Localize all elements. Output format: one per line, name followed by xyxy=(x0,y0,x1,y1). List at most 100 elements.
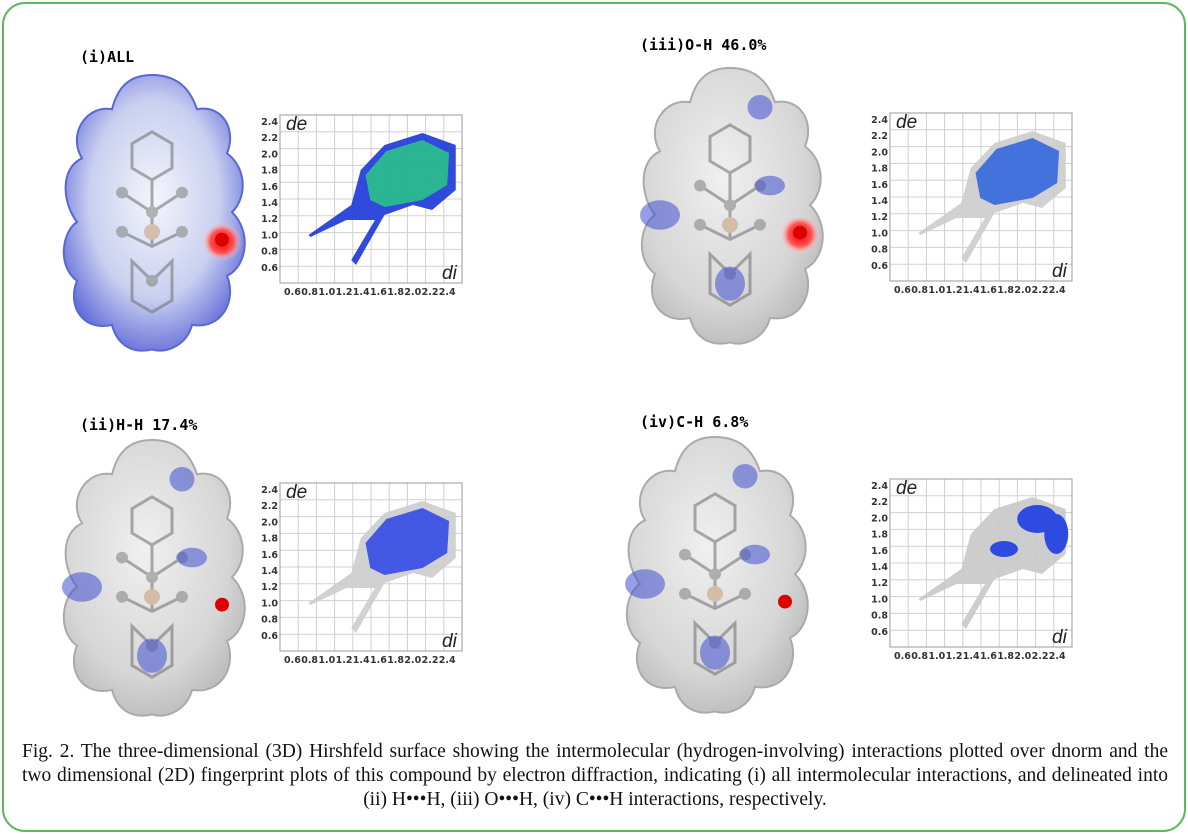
x-tick-label: 2.4 xyxy=(1049,285,1066,296)
atom xyxy=(754,219,766,231)
x-axis-label: di xyxy=(442,263,458,284)
water-o xyxy=(215,233,229,247)
y-tick-label: 2.0 xyxy=(871,147,888,158)
y-tick-label: 2.0 xyxy=(871,513,888,524)
panel-label: (i)ALL xyxy=(80,48,134,66)
x-tick-label: 2.4 xyxy=(1049,651,1066,662)
x-tick-label: 0.6 xyxy=(284,287,301,298)
x-tick-label: 0.6 xyxy=(894,651,911,662)
y-tick-label: 1.8 xyxy=(261,534,278,545)
panel-label: (iii)O-H 46.0% xyxy=(640,36,766,54)
atom xyxy=(116,552,128,564)
atom xyxy=(146,275,158,287)
x-tick-label: 2.0 xyxy=(404,287,421,298)
x-tick-label: 0.8 xyxy=(301,655,318,666)
fingerprint-plot: 2.42.22.01.81.61.41.21.00.80.60.60.81.01… xyxy=(261,482,462,666)
x-tick-label: 1.8 xyxy=(997,651,1014,662)
atom xyxy=(694,219,706,231)
y-tick-label: 2.4 xyxy=(871,481,888,492)
hirshfeld-surface xyxy=(625,437,808,713)
y-tick-label: 0.6 xyxy=(261,263,278,274)
atom xyxy=(176,187,188,199)
atom xyxy=(679,549,691,561)
blue-patch xyxy=(625,569,665,598)
x-tick-label: 1.2 xyxy=(336,287,353,298)
y-axis-label: de xyxy=(286,482,307,503)
x-axis-label: di xyxy=(442,631,458,652)
atom xyxy=(176,591,188,603)
x-tick-label: 2.2 xyxy=(1032,651,1049,662)
blue-patch xyxy=(62,572,102,601)
y-tick-label: 0.6 xyxy=(871,261,888,272)
x-tick-label: 1.4 xyxy=(963,651,980,662)
y-tick-label: 2.4 xyxy=(871,115,888,126)
y-tick-label: 1.0 xyxy=(871,228,888,239)
x-tick-label: 1.4 xyxy=(963,285,980,296)
blue-patch xyxy=(700,635,730,669)
y-tick-label: 2.4 xyxy=(261,485,278,496)
atom xyxy=(679,588,691,600)
y-tick-label: 0.8 xyxy=(871,245,888,256)
y-tick-label: 2.2 xyxy=(261,133,278,144)
x-tick-label: 1.0 xyxy=(928,285,945,296)
atom xyxy=(116,591,128,603)
atom xyxy=(739,588,751,600)
y-tick-label: 2.4 xyxy=(261,117,278,128)
metal-atom xyxy=(722,217,738,233)
y-tick-label: 1.6 xyxy=(871,546,888,557)
y-tick-label: 0.6 xyxy=(261,631,278,642)
x-tick-label: 2.0 xyxy=(1014,651,1031,662)
hirshfeld-surface xyxy=(640,68,823,344)
y-tick-label: 2.2 xyxy=(871,497,888,508)
figure-canvas: (i)ALL2.42.22.01.81.61.41.21.00.80.60.60… xyxy=(0,0,1188,834)
y-tick-label: 1.2 xyxy=(871,212,888,223)
x-tick-label: 2.2 xyxy=(422,655,439,666)
x-tick-label: 2.2 xyxy=(1032,285,1049,296)
y-tick-label: 1.6 xyxy=(871,180,888,191)
atom xyxy=(116,226,128,238)
x-tick-label: 1.4 xyxy=(353,287,370,298)
y-tick-label: 1.4 xyxy=(261,198,278,209)
y-tick-label: 1.4 xyxy=(261,566,278,577)
x-tick-label: 2.4 xyxy=(439,287,456,298)
x-tick-label: 2.2 xyxy=(422,287,439,298)
x-axis-label: di xyxy=(1052,627,1068,648)
metal-atom xyxy=(144,589,160,605)
x-tick-label: 2.0 xyxy=(1014,285,1031,296)
y-tick-label: 0.8 xyxy=(261,247,278,258)
blue-patch xyxy=(740,545,770,565)
x-tick-label: 0.8 xyxy=(911,651,928,662)
blue-patch xyxy=(177,548,207,568)
y-tick-label: 1.0 xyxy=(871,594,888,605)
y-tick-label: 1.0 xyxy=(261,598,278,609)
metal-atom xyxy=(144,224,160,240)
metal-atom xyxy=(707,586,723,602)
y-tick-label: 1.0 xyxy=(261,230,278,241)
y-tick-label: 1.6 xyxy=(261,182,278,193)
x-tick-label: 1.2 xyxy=(946,651,963,662)
fingerprint-highlight xyxy=(990,541,1018,557)
y-tick-label: 1.6 xyxy=(261,550,278,561)
y-tick-label: 1.8 xyxy=(871,164,888,175)
x-tick-label: 1.2 xyxy=(946,285,963,296)
blue-patch xyxy=(170,467,195,492)
x-tick-label: 1.6 xyxy=(370,287,387,298)
y-axis-label: de xyxy=(896,112,917,133)
y-tick-label: 2.2 xyxy=(871,131,888,142)
x-tick-label: 1.6 xyxy=(980,285,997,296)
hirshfeld-surface xyxy=(64,75,245,351)
blue-patch xyxy=(715,266,745,300)
blue-patch xyxy=(755,176,785,196)
atom xyxy=(694,180,706,192)
x-tick-label: 2.4 xyxy=(439,655,456,666)
x-tick-label: 1.0 xyxy=(318,287,335,298)
x-tick-label: 1.8 xyxy=(387,655,404,666)
y-tick-label: 1.2 xyxy=(261,214,278,225)
y-tick-label: 0.6 xyxy=(871,627,888,638)
water-o xyxy=(215,598,229,612)
water-o xyxy=(793,226,807,240)
x-tick-label: 2.0 xyxy=(404,655,421,666)
blue-patch xyxy=(733,464,758,489)
